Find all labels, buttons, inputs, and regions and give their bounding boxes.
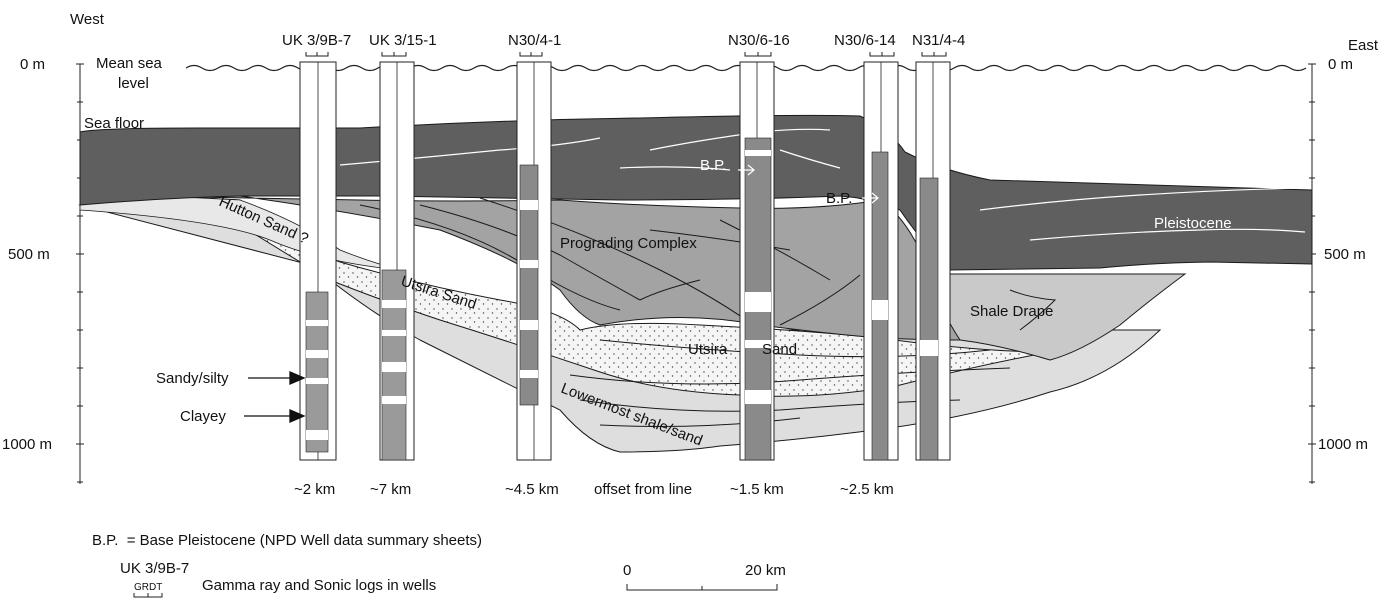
well-n30-6-14 bbox=[863, 61, 899, 461]
left-depth-500: 500 m bbox=[8, 246, 50, 263]
left-depth-axis bbox=[76, 63, 84, 484]
east-label: East bbox=[1348, 37, 1379, 54]
well-3-name: N30/4-1 bbox=[508, 32, 561, 49]
well-6-name: N31/4-4 bbox=[912, 32, 965, 49]
well-n30-4-1 bbox=[516, 61, 552, 461]
log-header-ticks bbox=[305, 52, 947, 57]
well-4-offset: ~1.5 km bbox=[730, 481, 784, 498]
right-depth-axis bbox=[1308, 63, 1316, 484]
sandy-silty-label: Sandy/silty bbox=[156, 370, 229, 387]
legend-log-header: GRDT bbox=[134, 582, 162, 593]
horizon-lines bbox=[359, 197, 1057, 427]
legend-well-example: UK 3/9B-7 bbox=[120, 560, 189, 577]
left-depth-1000: 1000 m bbox=[2, 436, 52, 453]
clayey-arrow bbox=[244, 409, 306, 423]
utsira-sand-label-east-1: Utsira bbox=[688, 341, 728, 358]
pleistocene-label: Pleistocene bbox=[1154, 215, 1232, 232]
well-2-name: UK 3/15-1 bbox=[369, 32, 437, 49]
sea-floor-label: Sea floor bbox=[84, 115, 144, 132]
legend-log-description: Gamma ray and Sonic logs in wells bbox=[202, 577, 436, 594]
well-3-sandy-log bbox=[519, 164, 539, 406]
right-depth-0: 0 m bbox=[1328, 56, 1353, 73]
well-n31-4-4 bbox=[915, 61, 951, 461]
prograding-complex-label: Prograding Complex bbox=[560, 235, 697, 252]
clayey-label: Clayey bbox=[180, 408, 226, 425]
left-depth-0: 0 m bbox=[20, 56, 45, 73]
utsira-sand-label-east-2: Sand bbox=[762, 341, 797, 358]
well-1-offset: ~2 km bbox=[294, 481, 335, 498]
offset-caption: offset from line bbox=[594, 481, 692, 498]
well-4-name: N30/6-16 bbox=[728, 32, 790, 49]
right-depth-1000: 1000 m bbox=[1318, 436, 1368, 453]
well-2-offset: ~7 km bbox=[370, 481, 411, 498]
mean-sea-level-label-1: Mean sea bbox=[96, 55, 163, 72]
scale-bar-end: 20 km bbox=[745, 562, 786, 579]
sandy-arrow bbox=[248, 371, 306, 385]
well-3-offset: ~4.5 km bbox=[505, 481, 559, 498]
well-uk-3-15-1 bbox=[379, 61, 415, 461]
mean-sea-level-label-2: level bbox=[118, 75, 149, 92]
well-1-name: UK 3/9B-7 bbox=[282, 32, 351, 49]
well-uk-3-9b-7 bbox=[299, 61, 337, 461]
legend-log-bracket bbox=[133, 593, 163, 598]
bp-marker-1: B.P. bbox=[700, 157, 726, 174]
scale-bar bbox=[626, 584, 778, 591]
bp-arrow-1 bbox=[738, 164, 755, 176]
scale-bar-start: 0 bbox=[623, 562, 631, 579]
west-label: West bbox=[70, 11, 105, 28]
bp-definition: B.P. = Base Pleistocene (NPD Well data s… bbox=[92, 532, 482, 549]
well-5-name: N30/6-14 bbox=[834, 32, 896, 49]
well-n30-6-16 bbox=[739, 61, 775, 461]
well-6-sandy-log bbox=[919, 177, 939, 461]
bp-marker-2: B.P. bbox=[826, 190, 852, 207]
right-depth-500: 500 m bbox=[1324, 246, 1366, 263]
well-1-sandy-log bbox=[305, 291, 329, 453]
well-5-offset: ~2.5 km bbox=[840, 481, 894, 498]
shale-drape-label: Shale Drape bbox=[970, 303, 1053, 320]
bp-arrow-2 bbox=[862, 192, 879, 204]
